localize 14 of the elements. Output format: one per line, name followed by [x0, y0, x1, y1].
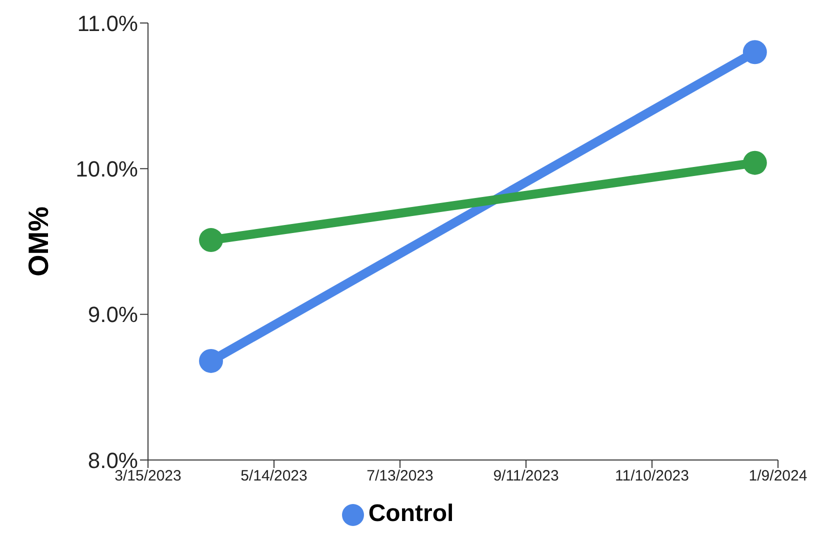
- y-axis-title: OM%: [22, 206, 54, 276]
- y-tick-label: 9.0%: [88, 302, 138, 328]
- point: [742, 40, 767, 64]
- point: [199, 348, 223, 373]
- x-tick-label: 7/13/2023: [366, 468, 434, 485]
- legend-label: Control: [368, 500, 454, 527]
- y-tick-label: 11.0%: [77, 10, 138, 36]
- x-tick-label: 5/14/2023: [240, 468, 308, 485]
- point: [742, 150, 767, 175]
- x-tick-label: 11/10/2023: [615, 468, 689, 485]
- y-tick-label: 10.0%: [76, 156, 138, 182]
- x-tick-label: 9/11/2023: [493, 468, 559, 485]
- point: [199, 228, 223, 252]
- x-tick-label: 1/9/2024: [748, 468, 808, 485]
